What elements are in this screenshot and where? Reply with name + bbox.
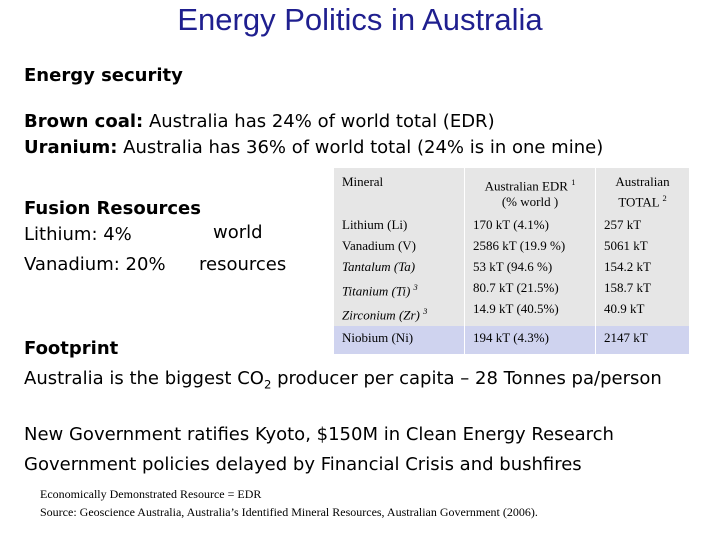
- header-mineral: Mineral: [334, 168, 465, 214]
- world-label: world: [213, 222, 263, 243]
- mineral-tantalum: Tantalum (Ta): [342, 259, 416, 274]
- total-zirconium: 40.9 kT: [604, 301, 645, 316]
- page-title: Energy Politics in Australia: [177, 2, 543, 37]
- uranium-label: Uranium:: [24, 137, 118, 158]
- lithium-share: Lithium: 4%: [24, 224, 132, 245]
- uranium-line: Uranium: Australia has 36% of world tota…: [24, 137, 603, 158]
- footprint-heading: Footprint: [24, 338, 119, 359]
- mineral-titanium: Titanium (Ti) 3: [342, 282, 418, 299]
- edr-zirconium: 14.9 kT (40.5%): [473, 301, 559, 316]
- uranium-text: Australia has 36% of world total (24% is…: [117, 137, 604, 158]
- header-total-label: Australian: [615, 174, 670, 189]
- mineral-vanadium: Vanadium (V): [342, 238, 417, 253]
- edr-niobium: 194 kT (4.3%): [464, 325, 596, 354]
- edr-note: Economically Demonstrated Resource = EDR: [40, 487, 262, 501]
- co2-subscript: 2: [263, 377, 272, 392]
- mineral-column: Lithium (Li) Vanadium (V) Tantalum (Ta) …: [334, 214, 465, 326]
- mineral-lithium: Lithium (Li): [342, 217, 408, 232]
- edr-tantalum: 53 kT (94.6 %): [473, 259, 553, 274]
- total-column: 257 kT 5061 kT 154.2 kT 158.7 kT 40.9 kT: [595, 214, 690, 326]
- header-edr: Australian EDR 1 (% world ): [464, 168, 596, 214]
- header-total-footnote: 2: [662, 193, 667, 203]
- edr-column: 170 kT (4.1%) 2586 kT (19.9 %) 53 kT (94…: [464, 214, 596, 326]
- total-vanadium: 5061 kT: [604, 238, 648, 253]
- fusion-heading: Fusion Resources: [24, 198, 201, 219]
- table-header-row: Mineral Australian EDR 1 (% world ) Aust…: [334, 168, 690, 214]
- table-row-niobium: Niobium (Ni) 194 kT (4.3%) 2147 kT: [334, 325, 690, 354]
- brown-coal-label: Brown coal:: [24, 111, 144, 132]
- brown-coal-text: Australia has 24% of world total (EDR): [143, 111, 495, 132]
- total-niobium: 2147 kT: [595, 325, 690, 354]
- mineral-zirconium: Zirconium (Zr) 3: [342, 306, 428, 323]
- header-total: Australian TOTAL 2: [595, 168, 690, 214]
- header-total-sub: TOTAL: [618, 194, 660, 210]
- footprint-text: Australia is the biggest CO2 producer pe…: [24, 368, 662, 392]
- table-body-row: Lithium (Li) Vanadium (V) Tantalum (Ta) …: [334, 214, 690, 326]
- mineral-niobium: Niobium (Ni): [334, 325, 465, 354]
- total-titanium: 158.7 kT: [604, 280, 651, 295]
- edr-vanadium: 2586 kT (19.9 %): [473, 238, 566, 253]
- header-edr-sub: (% world ): [501, 194, 559, 210]
- fusion-resources: Fusion Resources: [24, 196, 201, 222]
- mineral-resources-table: Mineral Australian EDR 1 (% world ) Aust…: [334, 168, 690, 354]
- source-note: Source: Geoscience Australia, Australia’…: [40, 505, 538, 519]
- edr-titanium: 80.7 kT (21.5%): [473, 280, 559, 295]
- header-edr-footnote: 1: [571, 177, 576, 187]
- header-edr-label: Australian EDR: [484, 178, 568, 194]
- policy-delay-line: Government policies delayed by Financial…: [24, 454, 582, 475]
- edr-lithium: 170 kT (4.1%): [473, 217, 549, 232]
- vanadium-share: Vanadium: 20%: [24, 254, 166, 275]
- total-tantalum: 154.2 kT: [604, 259, 651, 274]
- total-lithium: 257 kT: [604, 217, 642, 232]
- energy-security-heading: Energy security: [24, 65, 183, 86]
- brown-coal-line: Brown coal: Australia has 24% of world t…: [24, 111, 495, 132]
- resources-label: resources: [199, 254, 287, 275]
- kyoto-line: New Government ratifies Kyoto, $150M in …: [24, 424, 614, 445]
